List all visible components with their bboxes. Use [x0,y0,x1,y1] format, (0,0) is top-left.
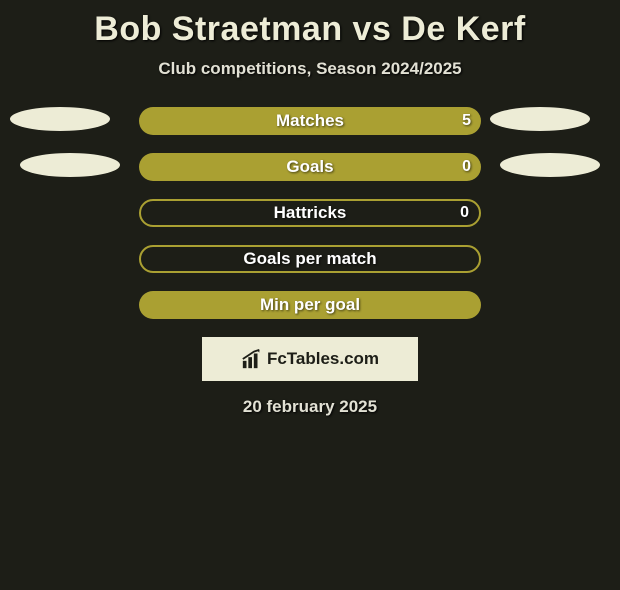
stat-value: 0 [460,204,469,222]
brand-text: FcTables.com [267,349,379,369]
page-subtitle: Club competitions, Season 2024/2025 [0,59,620,79]
stat-label: Goals [286,157,333,177]
chart-icon [241,348,263,370]
player-ellipse [490,107,590,131]
stat-row: Matches 5 [139,107,481,135]
stat-label: Matches [276,111,344,131]
brand-box: FcTables.com [202,337,418,381]
date-label: 20 february 2025 [0,397,620,417]
stat-value: 5 [462,112,471,130]
stat-label: Goals per match [243,249,376,269]
stat-label: Min per goal [260,295,360,315]
stat-row: Min per goal [139,291,481,319]
page-title: Bob Straetman vs De Kerf [0,10,620,49]
stat-row: Hattricks 0 [139,199,481,227]
player-ellipse [500,153,600,177]
stats-area: Matches 5 Goals 0 Hattricks 0 Goals per match M… [0,107,620,319]
stat-row: Goals per match [139,245,481,273]
player-ellipse [10,107,110,131]
stat-value: 0 [462,158,471,176]
stat-label: Hattricks [274,203,347,223]
stat-row: Goals 0 [139,153,481,181]
player-ellipse [20,153,120,177]
